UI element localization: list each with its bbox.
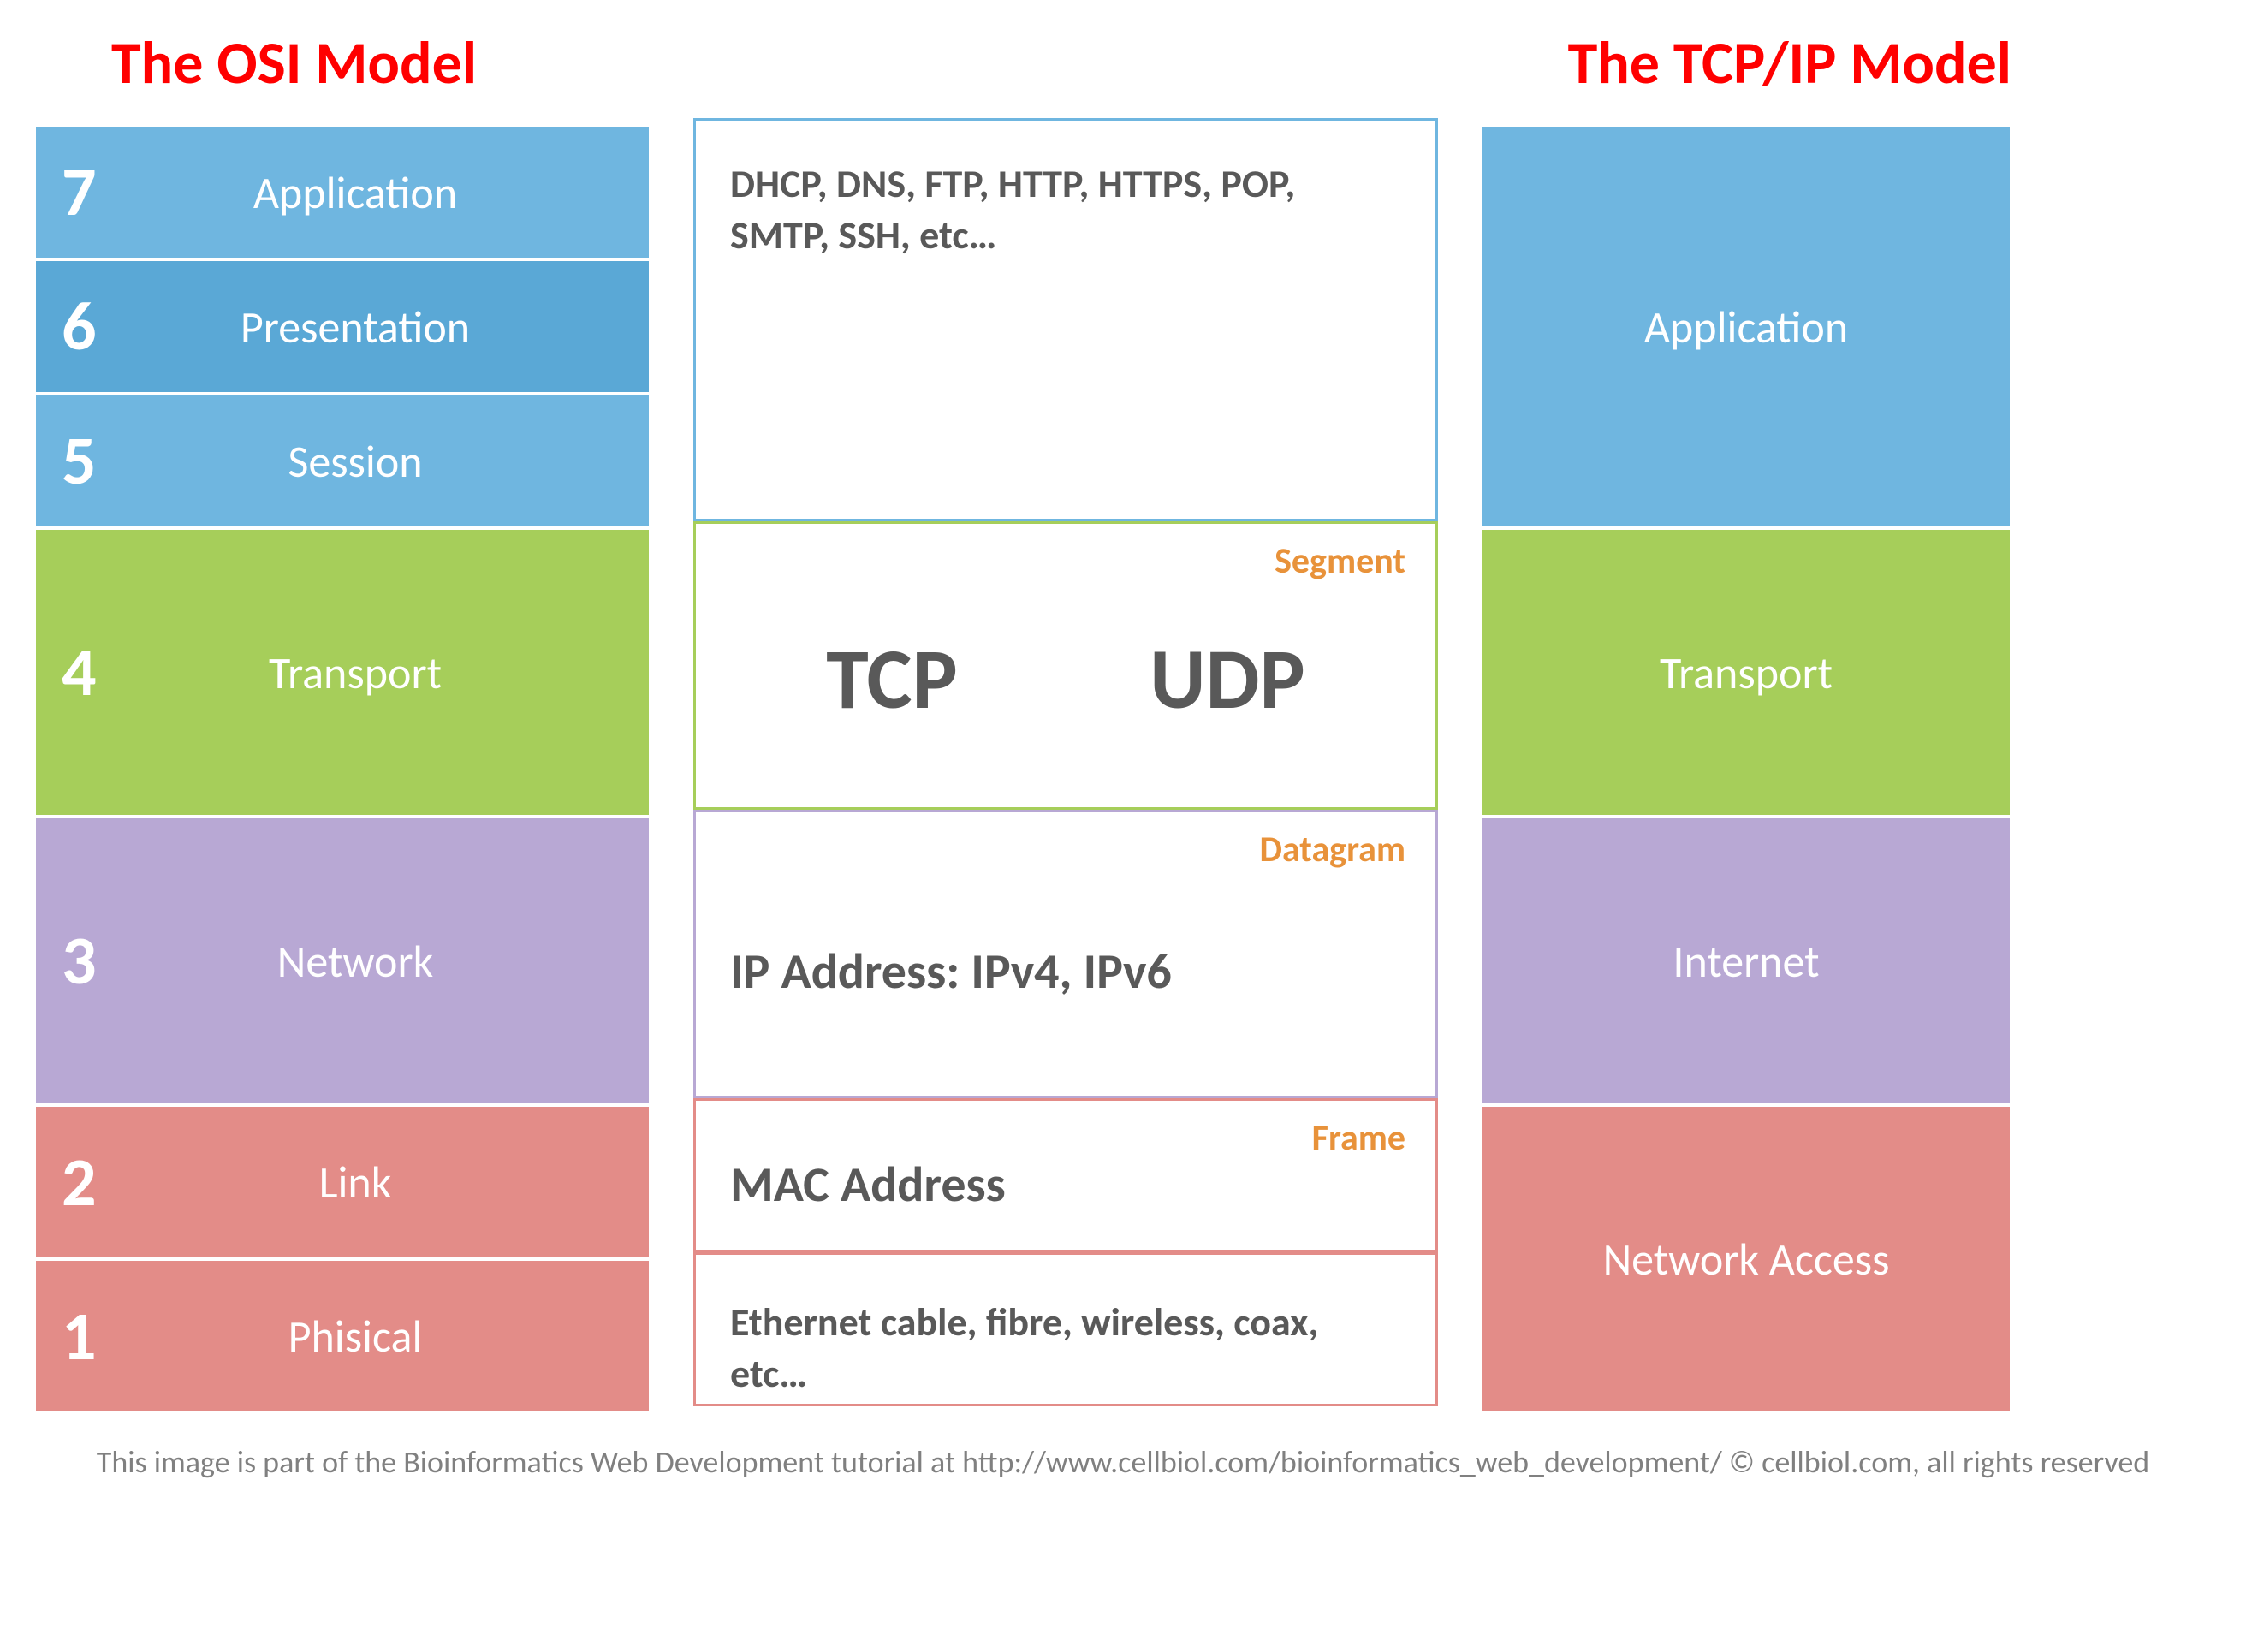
udp-label: UDP [1150, 627, 1305, 731]
osi-layer-num: 5 [62, 419, 164, 502]
tcpip-layer-network-access: Network Access [1481, 1105, 2011, 1413]
middle-box-3: Frame MAC Address [693, 1098, 1438, 1252]
ip-text: IP Address: IPv4, IPv6 [730, 941, 1172, 1001]
osi-layer-num: 7 [62, 151, 164, 234]
physical-text: Ethernet cable, fibre, wireless, coax, e… [730, 1298, 1401, 1400]
middle-column: DHCP, DNS, FTP, HTTP, HTTPS, POP, SMTP, … [693, 17, 1438, 1413]
middle-tag: Segment [1275, 539, 1405, 583]
osi-column: The OSI Model 7Application6Presentation5… [34, 17, 651, 1413]
osi-layer-num: 1 [62, 1295, 164, 1378]
osi-layer-6: 6Presentation [34, 259, 651, 394]
osi-layer-1: 1Phisical [34, 1259, 651, 1413]
osi-layer-num: 2 [62, 1141, 164, 1224]
tcpip-title: The TCP/IP Model [1481, 26, 2011, 99]
osi-layer-3: 3Network [34, 817, 651, 1105]
protocols-text: DHCP, DNS, FTP, HTTP, HTTPS, POP, SMTP, … [730, 146, 1401, 262]
middle-tag: Datagram [1259, 828, 1405, 871]
diagram-container: The OSI Model 7Application6Presentation5… [17, 17, 2229, 1413]
osi-title: The OSI Model [34, 26, 651, 99]
tcpip-layer-name: Transport [1660, 645, 1833, 700]
osi-layer-name: Presentation [164, 300, 649, 354]
osi-layer-5: 5Session [34, 394, 651, 528]
spacer [693, 17, 1438, 118]
middle-box-4: Ethernet cable, fibre, wireless, coax, e… [693, 1252, 1438, 1406]
tcpip-layer-name: Application [1644, 300, 1848, 354]
osi-layer-name: Transport [164, 645, 649, 700]
middle-box-1: Segment TCP UDP [693, 521, 1438, 810]
osi-layer-7: 7Application [34, 125, 651, 259]
middle-box-0: DHCP, DNS, FTP, HTTP, HTTPS, POP, SMTP, … [693, 118, 1438, 521]
osi-layer-name: Network [164, 934, 649, 989]
osi-layer-name: Phisical [164, 1309, 649, 1364]
osi-layer-name: Session [164, 434, 649, 489]
tcpip-layer-internet: Internet [1481, 817, 2011, 1105]
osi-layer-num: 6 [62, 285, 164, 368]
footer-text: This image is part of the Bioinformatics… [17, 1443, 2229, 1481]
tcpip-layer-name: Internet [1673, 934, 1819, 989]
tcpip-layer-transport: Transport [1481, 528, 2011, 817]
transport-wrap: TCP UDP [730, 550, 1401, 781]
osi-layer-name: Link [164, 1155, 649, 1209]
osi-layer-num: 3 [62, 919, 164, 1002]
osi-layer-num: 4 [62, 631, 164, 714]
tcpip-layer-name: Network Access [1603, 1232, 1890, 1287]
osi-layer-4: 4Transport [34, 528, 651, 817]
tcpip-column: The TCP/IP Model Application Transport Int… [1481, 17, 2011, 1413]
tcpip-layer-application: Application [1481, 125, 2011, 528]
middle-tag: Frame [1312, 1116, 1405, 1160]
osi-layer-name: Application [164, 165, 649, 220]
tcp-label: TCP [826, 627, 957, 731]
mac-text: MAC Address [730, 1154, 1006, 1215]
middle-box-2: Datagram IP Address: IPv4, IPv6 [693, 810, 1438, 1098]
osi-layer-2: 2Link [34, 1105, 651, 1259]
